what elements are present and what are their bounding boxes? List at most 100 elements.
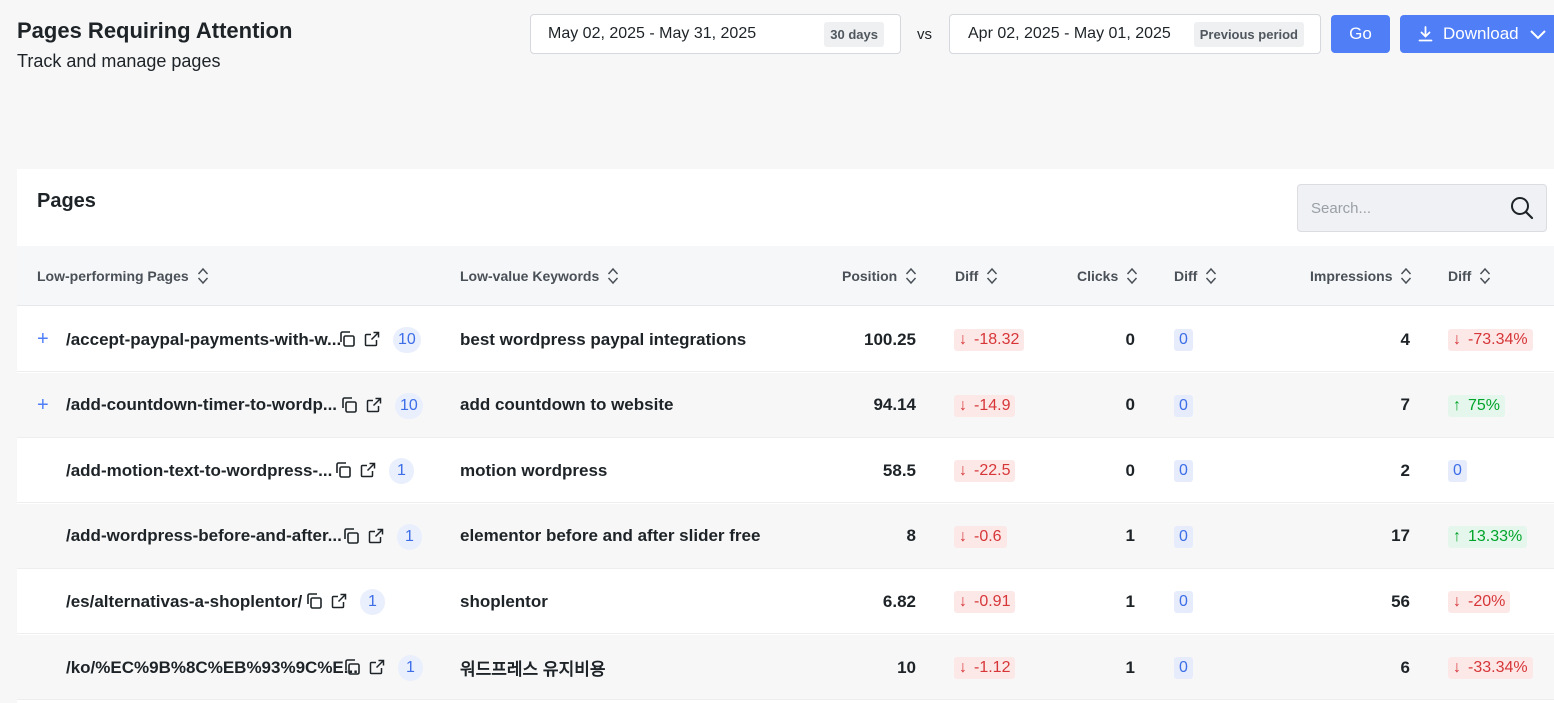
expand-row-plus-icon[interactable]: +: [37, 328, 49, 350]
col-header-position[interactable]: Position: [842, 246, 917, 306]
pages-card: Pages Low-performing Pages Low-value Key…: [17, 169, 1554, 703]
page-url[interactable]: /add-motion-text-to-wordpress-...: [66, 460, 333, 480]
download-button[interactable]: Download: [1400, 15, 1554, 53]
impressions-diff-pill-value: -73.34%: [1468, 331, 1528, 348]
keyword: add countdown to website: [460, 395, 674, 415]
page-url[interactable]: /ko/%EC%9B%8C%EB%93%9C%E...: [66, 657, 358, 677]
keyword: 워드프레스 유지비용: [460, 660, 606, 679]
keyword-count-badge[interactable]: 1: [389, 458, 414, 485]
keyword-count-badge[interactable]: 1: [397, 523, 422, 550]
table-row: + /accept-paypal-payments-with-w... 10 best…: [17, 307, 1554, 372]
clicks-value: 1: [1125, 526, 1135, 546]
external-link-icon[interactable]: [368, 528, 384, 549]
keyword-count-badge[interactable]: 10: [395, 392, 423, 419]
clicks-value: 0: [1125, 329, 1135, 349]
sort-icon[interactable]: [1479, 267, 1491, 285]
col-header-impressions-label: Impressions: [1310, 268, 1393, 284]
col-header-keywords[interactable]: Low-value Keywords: [460, 246, 619, 306]
position-diff-pill: ↓ -14.9: [954, 394, 1016, 417]
copy-icon[interactable]: [340, 396, 358, 419]
arrow-down-icon: ↓: [959, 331, 967, 348]
compare-date-range-picker[interactable]: Apr 02, 2025 - May 01, 2025 Previous per…: [949, 14, 1321, 54]
go-button[interactable]: Go: [1331, 15, 1390, 53]
position-value: 94.14: [873, 395, 916, 415]
external-link-icon[interactable]: [364, 331, 380, 352]
keyword-count-badge[interactable]: 1: [360, 589, 385, 616]
page-url[interactable]: /add-wordpress-before-and-after...: [66, 526, 342, 546]
keyword: shoplentor: [460, 591, 548, 611]
page-url[interactable]: /accept-paypal-payments-with-w...: [66, 329, 342, 349]
search-icon[interactable]: [1510, 196, 1534, 220]
table-row: /ko/%EC%9B%8C%EB%93%9C%E... 1 워드프레스 유지비용 10…: [17, 635, 1554, 700]
copy-icon[interactable]: [342, 527, 360, 550]
arrow-down-icon: ↓: [959, 593, 967, 611]
clicks-value: 0: [1125, 395, 1135, 415]
position-diff-pill-value: -18.32: [974, 331, 1020, 348]
sort-icon[interactable]: [1126, 267, 1138, 285]
clicks-value: 0: [1125, 460, 1135, 480]
external-link-icon[interactable]: [366, 397, 382, 418]
sort-icon[interactable]: [1205, 267, 1217, 285]
impressions-diff-pill-value: -33.34%: [1468, 659, 1528, 676]
search-input[interactable]: [1298, 185, 1498, 231]
external-link-icon[interactable]: [369, 659, 385, 680]
keyword-count-badge[interactable]: 1: [398, 655, 423, 681]
clicks-diff-pill: 0: [1174, 329, 1193, 351]
position-value: 10: [897, 657, 916, 677]
page-url[interactable]: /es/alternativas-a-shoplentor/: [66, 591, 303, 611]
search-box[interactable]: [1297, 184, 1547, 232]
position-diff-pill-value: -22.5: [974, 462, 1011, 480]
clicks-diff-pill-value: 0: [1179, 331, 1188, 348]
position-value: 6.82: [882, 591, 916, 611]
position-diff-pill: ↓ -0.6: [954, 525, 1007, 548]
col-header-impressions[interactable]: Impressions: [1310, 246, 1412, 306]
copy-icon[interactable]: [343, 658, 361, 681]
table-row: /add-motion-text-to-wordpress-... 1 motion…: [17, 438, 1554, 504]
page-subtitle: Track and manage pages: [17, 51, 221, 71]
copy-icon[interactable]: [334, 461, 352, 484]
table-row: /add-wordpress-before-and-after... 1 eleme…: [17, 503, 1554, 569]
col-header-clicks-label: Clicks: [1077, 268, 1119, 284]
sort-icon[interactable]: [1400, 267, 1412, 285]
col-header-pages[interactable]: Low-performing Pages: [37, 246, 209, 306]
copy-icon[interactable]: [305, 592, 323, 615]
clicks-diff-pill-value: 0: [1179, 527, 1188, 545]
clicks-diff-pill: 0: [1174, 460, 1193, 483]
external-link-icon[interactable]: [360, 462, 376, 483]
impressions-value: 6: [1400, 657, 1410, 677]
impressions-diff-pill: ↓ -20%: [1448, 591, 1511, 614]
sort-icon[interactable]: [197, 267, 209, 285]
download-label: Download: [1443, 24, 1519, 43]
keyword-count-badge[interactable]: 10: [393, 327, 421, 353]
col-header-position-diff[interactable]: Diff: [955, 246, 998, 306]
keyword: elementor before and after slider free: [460, 526, 761, 546]
keyword: motion wordpress: [460, 460, 608, 480]
clicks-diff-pill-value: 0: [1179, 659, 1188, 676]
compare-date-range-label: Apr 02, 2025 - May 01, 2025: [968, 25, 1171, 42]
col-header-clicks-diff[interactable]: Diff: [1174, 246, 1217, 306]
external-link-icon[interactable]: [331, 593, 347, 614]
col-header-clicks-diff-label: Diff: [1174, 268, 1198, 284]
sort-icon[interactable]: [986, 267, 998, 285]
page-url[interactable]: /add-countdown-timer-to-wordp...: [66, 395, 338, 415]
position-diff-pill-value: -0.91: [974, 593, 1011, 611]
impressions-value: 4: [1400, 329, 1410, 349]
sort-icon[interactable]: [905, 267, 917, 285]
impressions-diff-pill-value: 75%: [1468, 396, 1501, 414]
arrow-down-icon: ↓: [1453, 593, 1461, 611]
current-date-range-label: May 02, 2025 - May 31, 2025: [548, 25, 757, 42]
chevron-down-icon[interactable]: [1529, 28, 1547, 40]
col-header-keywords-label: Low-value Keywords: [460, 268, 600, 284]
arrow-down-icon: ↓: [959, 462, 967, 480]
col-header-impressions-diff[interactable]: Diff: [1448, 246, 1491, 306]
sort-icon[interactable]: [607, 267, 619, 285]
clicks-diff-pill: 0: [1174, 525, 1193, 548]
col-header-impressions-diff-label: Diff: [1448, 268, 1472, 284]
col-header-position-diff-label: Diff: [955, 268, 979, 284]
impressions-value: 56: [1391, 591, 1410, 611]
expand-row-plus-icon[interactable]: +: [37, 393, 49, 416]
col-header-clicks[interactable]: Clicks: [1077, 246, 1138, 306]
copy-icon[interactable]: [338, 330, 356, 353]
current-date-range-picker[interactable]: May 02, 2025 - May 31, 2025 30 days: [530, 14, 901, 54]
clicks-diff-pill-value: 0: [1179, 396, 1188, 414]
